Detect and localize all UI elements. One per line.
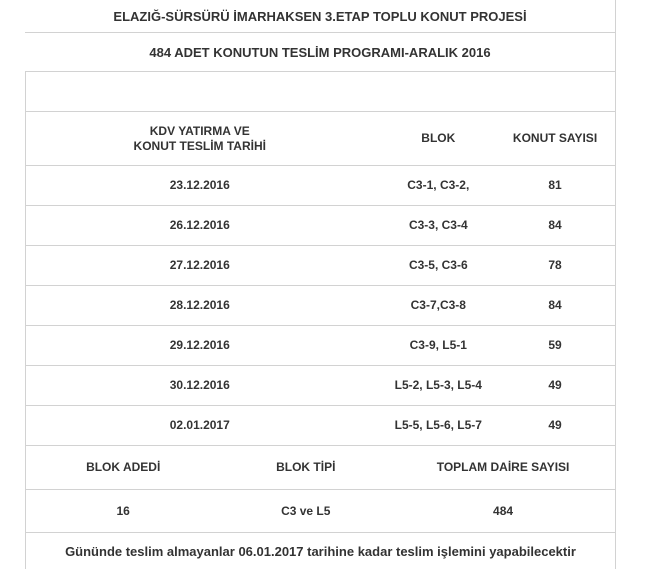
- konut-sayisi-cell: 78: [548, 258, 562, 272]
- subtitle-row: 484 ADET KONUTUN TESLİM PROGRAMI-ARALIK …: [25, 33, 615, 72]
- blok-adedi-cell: 16: [116, 503, 130, 518]
- col-header-date-line2: KONUT TESLİM TARİHİ: [133, 138, 266, 153]
- col-header-date: KDV YATIRMA VE KONUT TESLİM TARİHİ: [26, 124, 374, 154]
- date-cell: 28.12.2016: [169, 298, 230, 312]
- footer-note: Gününde teslim almayanlar 06.01.2017 tar…: [65, 543, 576, 559]
- schedule-header-row: KDV YATIRMA VE KONUT TESLİM TARİHİ BLOK …: [25, 112, 615, 166]
- table-row: 27.12.2016 C3-5, C3-6 78: [25, 246, 615, 286]
- delivery-schedule-table: ELAZIĞ-SÜRSÜRÜ İMARHAKSEN 3.ETAP TOPLU K…: [25, 0, 616, 569]
- konut-sayisi-cell: 49: [548, 418, 562, 432]
- note-row: Gününde teslim almayanlar 06.01.2017 tar…: [25, 533, 615, 569]
- konut-sayisi-cell: 84: [548, 298, 562, 312]
- konut-sayisi-cell: 49: [548, 378, 562, 392]
- spacer-row: [25, 72, 615, 112]
- date-cell: 29.12.2016: [169, 338, 230, 352]
- date-cell: 23.12.2016: [169, 178, 230, 192]
- table-row: 28.12.2016 C3-7,C3-8 84: [25, 286, 615, 326]
- blok-cell: C3-3, C3-4: [408, 218, 468, 232]
- col-header-blok: BLOK: [421, 131, 456, 145]
- summary-header-row: BLOK ADEDİ BLOK TİPİ TOPLAM DAİRE SAYISI: [25, 446, 615, 490]
- blok-cell: C3-9, L5-1: [409, 338, 467, 352]
- blok-cell: C3-7,C3-8: [410, 298, 466, 312]
- date-cell: 30.12.2016: [169, 378, 230, 392]
- col-header-toplam-daire: TOPLAM DAİRE SAYISI: [436, 460, 570, 474]
- table-row: 23.12.2016 C3-1, C3-2, 81: [25, 166, 615, 206]
- konut-sayisi-cell: 81: [548, 178, 562, 192]
- col-header-konut-sayisi: KONUT SAYISI: [512, 131, 598, 145]
- date-cell: 26.12.2016: [169, 218, 230, 232]
- blok-cell: C3-1, C3-2,: [407, 178, 470, 192]
- col-header-date-line1: KDV YATIRMA VE: [149, 123, 250, 138]
- col-header-blok-tipi: BLOK TİPİ: [276, 460, 336, 474]
- page-subtitle: 484 ADET KONUTUN TESLİM PROGRAMI-ARALIK …: [149, 44, 491, 60]
- date-cell: 27.12.2016: [169, 258, 230, 272]
- summary-row: 16 C3 ve L5 484: [25, 490, 615, 533]
- blok-tipi-cell: C3 ve L5: [281, 503, 331, 518]
- blok-cell: C3-5, C3-6: [408, 258, 468, 272]
- date-cell: 02.01.2017: [169, 418, 230, 432]
- table-row: 02.01.2017 L5-5, L5-6, L5-7 49: [25, 406, 615, 446]
- konut-sayisi-cell: 59: [548, 338, 562, 352]
- table-row: 29.12.2016 C3-9, L5-1 59: [25, 326, 615, 366]
- blok-cell: L5-2, L5-3, L5-4: [394, 378, 482, 392]
- blok-cell: L5-5, L5-6, L5-7: [394, 418, 482, 432]
- title-row: ELAZIĞ-SÜRSÜRÜ İMARHAKSEN 3.ETAP TOPLU K…: [25, 0, 615, 33]
- toplam-daire-cell: 484: [493, 503, 514, 518]
- page-title: ELAZIĞ-SÜRSÜRÜ İMARHAKSEN 3.ETAP TOPLU K…: [113, 8, 527, 24]
- table-row: 26.12.2016 C3-3, C3-4 84: [25, 206, 615, 246]
- col-header-blok-adedi: BLOK ADEDİ: [86, 460, 161, 474]
- table-row: 30.12.2016 L5-2, L5-3, L5-4 49: [25, 366, 615, 406]
- konut-sayisi-cell: 84: [548, 218, 562, 232]
